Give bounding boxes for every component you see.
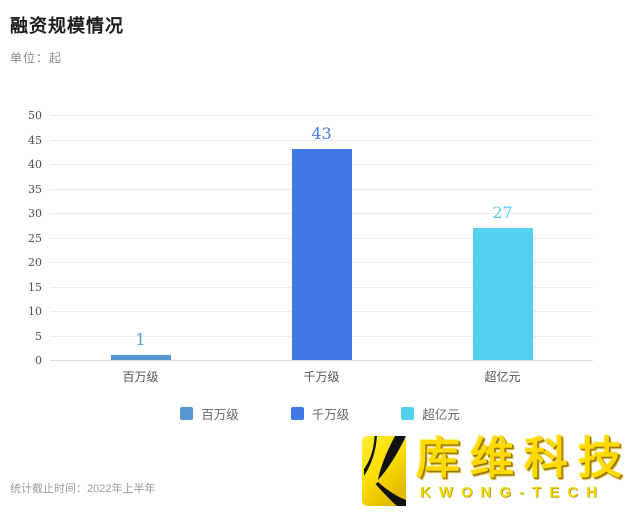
x-axis-category-label: 百万级	[122, 370, 159, 384]
page-title: 融资规模情况	[10, 16, 124, 37]
y-axis-tick-label: 30	[28, 207, 42, 220]
y-axis-tick-label: 45	[28, 133, 42, 147]
legend-item-百万级[interactable]: 百万级	[180, 404, 239, 423]
gridline	[50, 115, 593, 116]
legend-item-千万级[interactable]: 千万级	[290, 404, 350, 423]
gridline	[50, 360, 593, 361]
y-axis-tick-label: 40	[28, 158, 42, 171]
y-axis-tick-label: 50	[28, 109, 42, 122]
legend-swatch-icon	[401, 407, 415, 420]
y-axis-tick-label: 0	[35, 354, 42, 367]
y-axis-tick-label: 35	[28, 182, 42, 196]
x-axis-category-label: 千万级	[303, 370, 340, 384]
logo-cn-text: 库维科技	[416, 433, 632, 484]
y-axis-tick-label: 10	[28, 305, 42, 318]
logo-en-text: KWONG-TECH	[420, 484, 605, 501]
legend-item-label: 百万级	[201, 408, 239, 422]
bar-chart-plot: 0 5 10 15 20 25 30 35 40 45 50 1 百万级 43 千万级 27 超亿元	[28, 110, 593, 384]
bar-value-label: 27	[492, 202, 513, 222]
bar-超亿元[interactable]	[472, 227, 533, 360]
y-axis-tick-label: 15	[28, 280, 42, 294]
legend-item-超亿元[interactable]: 超亿元	[401, 404, 460, 423]
legend-swatch-icon	[180, 407, 194, 420]
bar-百万级[interactable]	[110, 355, 171, 360]
legend-swatch-icon	[290, 407, 304, 420]
gridline	[50, 139, 593, 141]
y-axis-tick-label: 5	[35, 329, 42, 343]
brand-logo: 库维科技 KWONG-TECH	[362, 436, 632, 508]
chart-legend: 百万级 千万级 超亿元	[0, 404, 640, 423]
footer-note: 统计截止时间：2022年上半年	[10, 483, 156, 495]
y-axis-tick-label: 25	[28, 231, 42, 245]
unit-label: 单位：起	[10, 51, 63, 65]
y-axis-tick-label: 20	[28, 256, 42, 269]
logo-k-icon	[362, 436, 406, 506]
bar-value-label: 1	[135, 330, 146, 350]
legend-item-label: 超亿元	[422, 408, 460, 422]
legend-item-label: 千万级	[311, 408, 350, 422]
x-axis-category-label: 超亿元	[484, 370, 521, 384]
bar-千万级[interactable]	[291, 149, 352, 360]
logo-text-block: 库维科技 KWONG-TECH	[416, 433, 632, 502]
bar-value-label: 43	[311, 124, 332, 144]
